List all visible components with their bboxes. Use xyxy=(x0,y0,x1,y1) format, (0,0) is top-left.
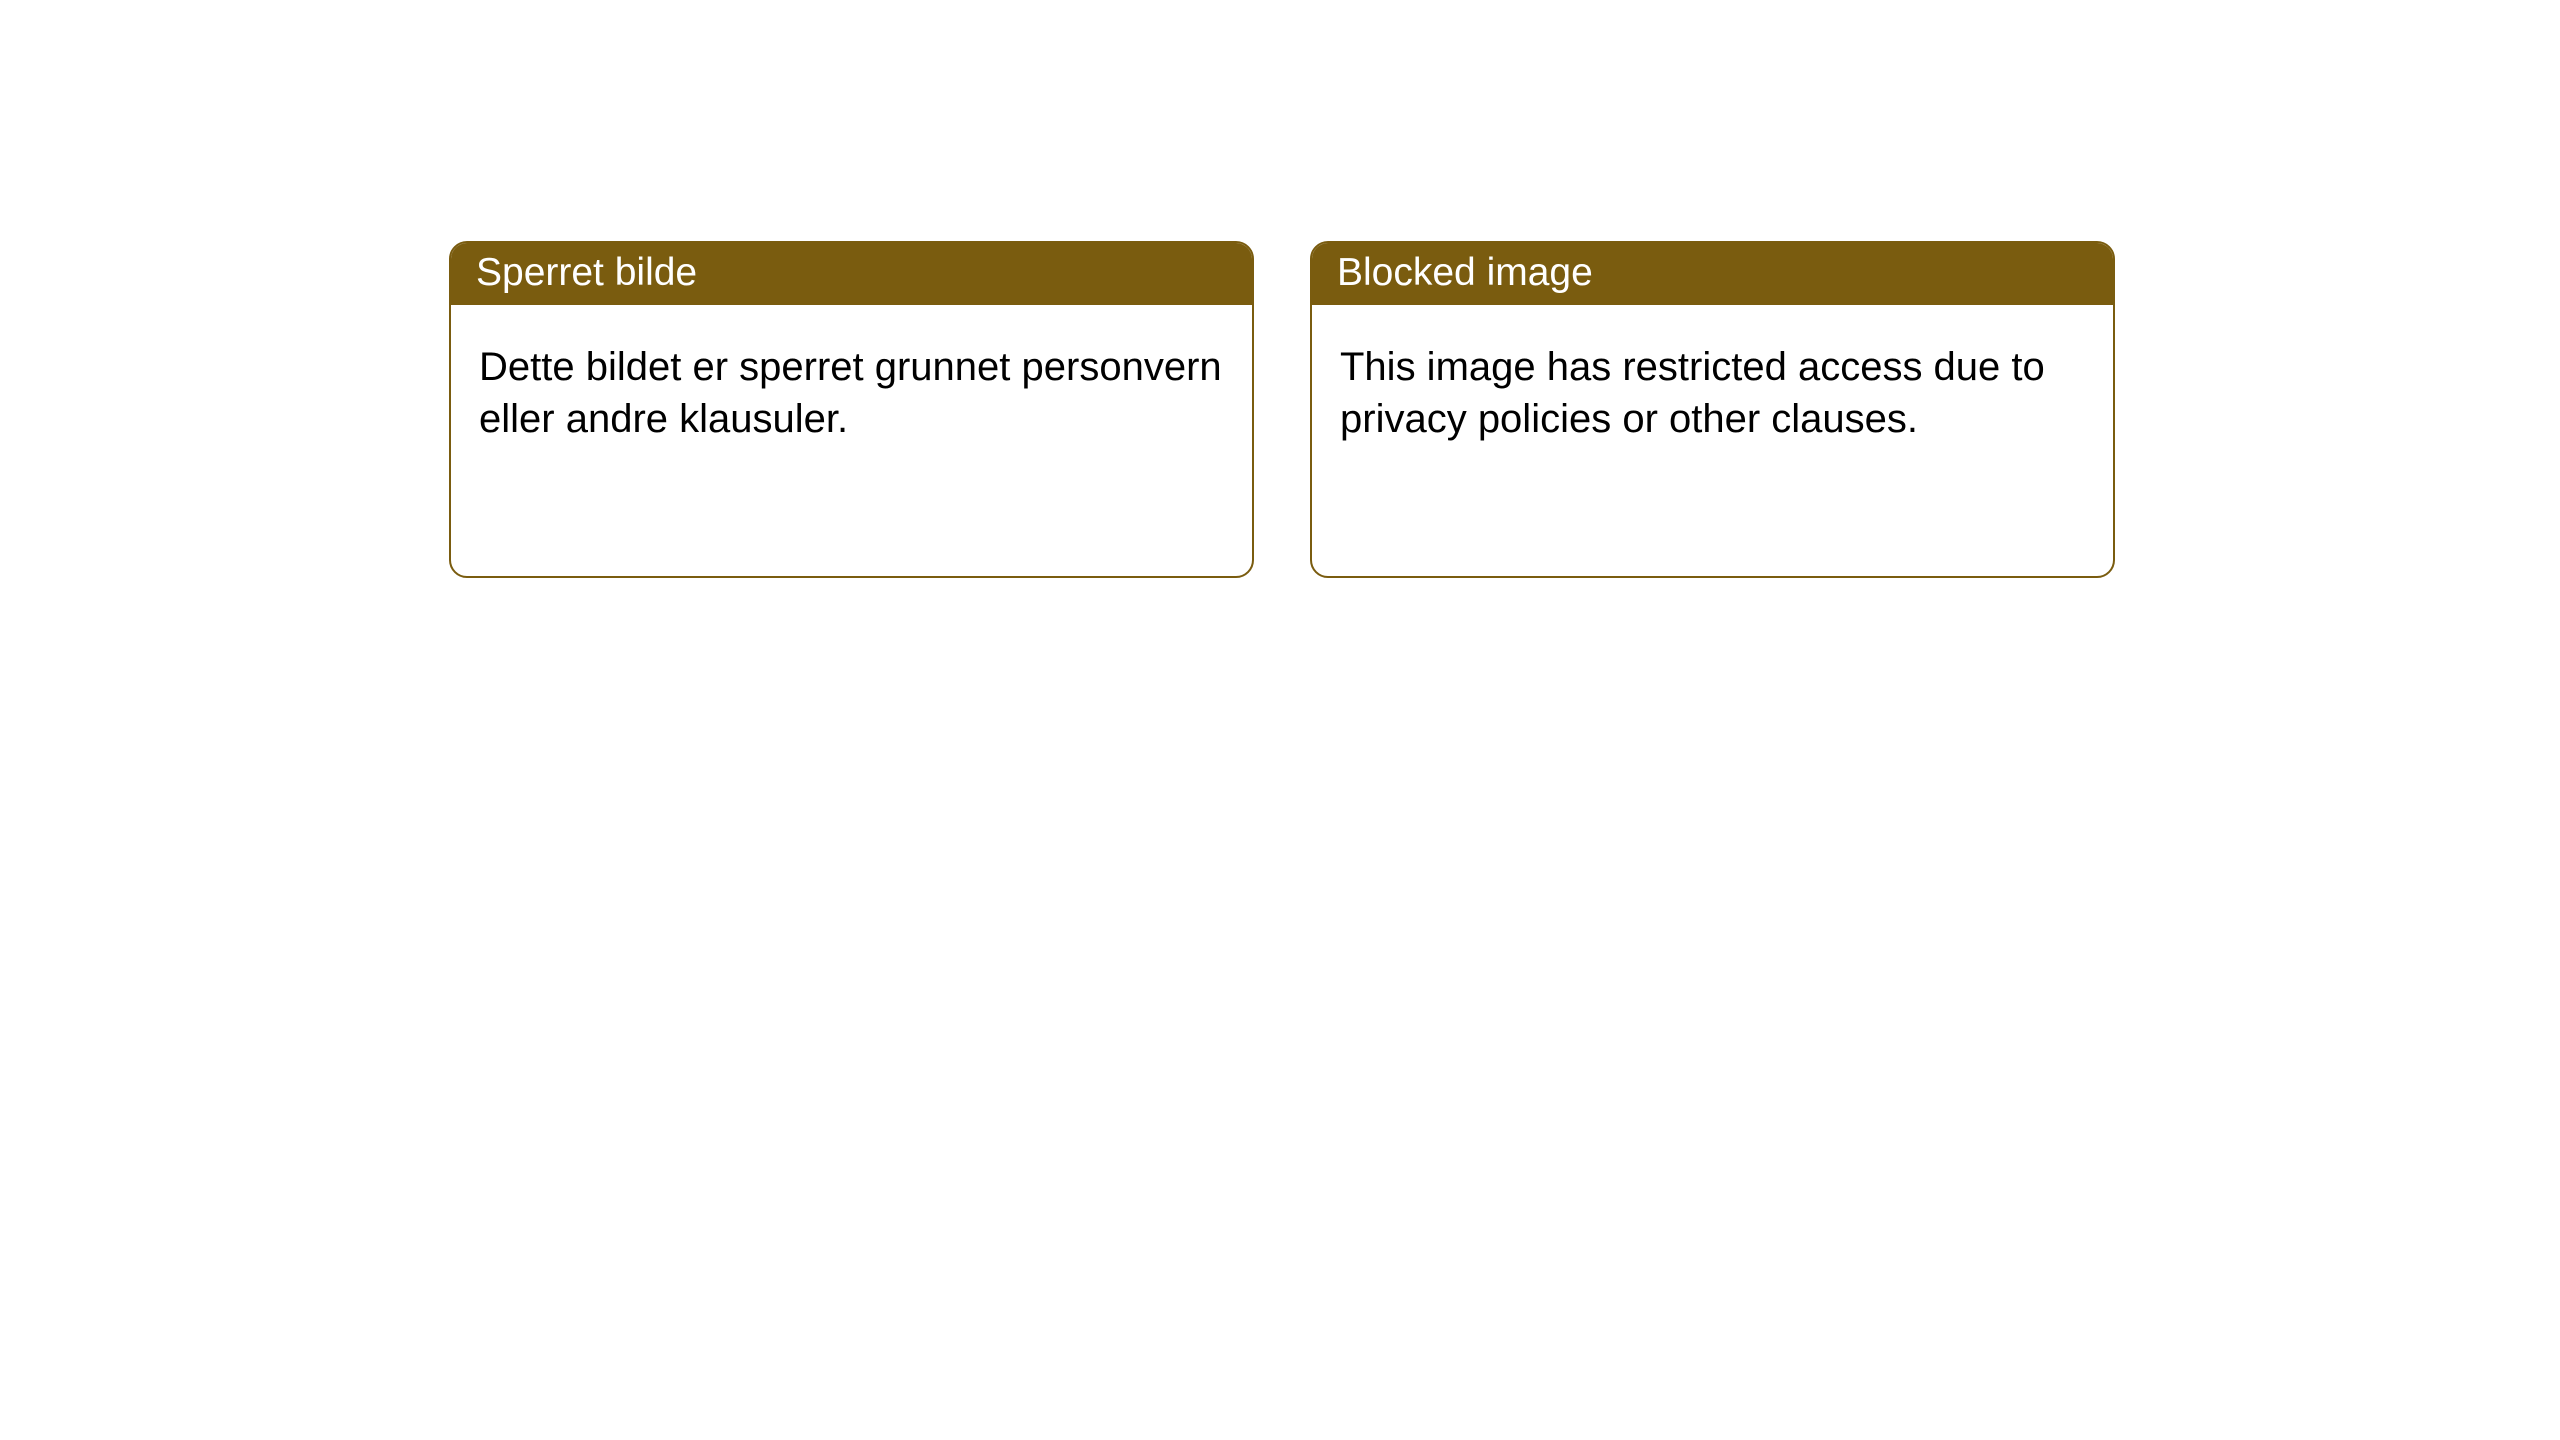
notice-card-norwegian: Sperret bilde Dette bildet er sperret gr… xyxy=(449,241,1254,578)
notice-card-body: This image has restricted access due to … xyxy=(1312,305,2113,576)
notice-card-title: Blocked image xyxy=(1312,243,2113,305)
notice-card-text: This image has restricted access due to … xyxy=(1340,341,2085,445)
notice-card-body: Dette bildet er sperret grunnet personve… xyxy=(451,305,1252,576)
notice-card-text: Dette bildet er sperret grunnet personve… xyxy=(479,341,1224,445)
notice-card-title: Sperret bilde xyxy=(451,243,1252,305)
notice-container: Sperret bilde Dette bildet er sperret gr… xyxy=(0,0,2560,578)
notice-card-english: Blocked image This image has restricted … xyxy=(1310,241,2115,578)
